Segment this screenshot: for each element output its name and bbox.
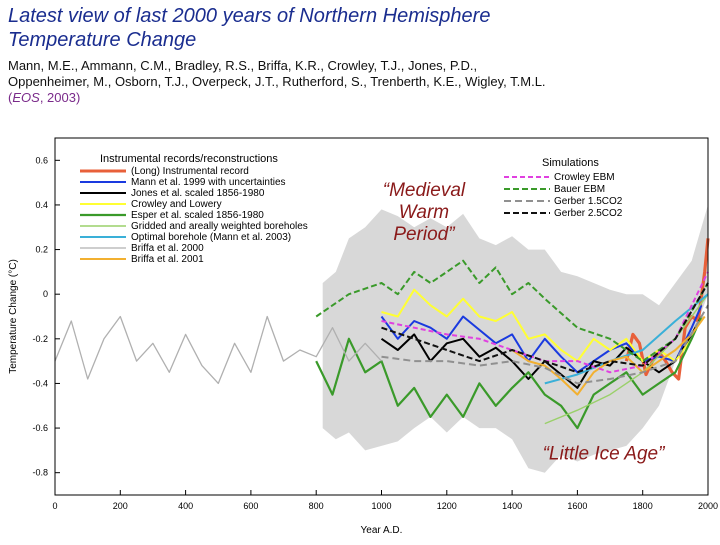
y-tick-label: -0.4 — [32, 378, 48, 388]
series-line-10 — [315, 259, 709, 363]
y-tick-label: 0.2 — [35, 245, 48, 255]
series-line-12 — [381, 282, 709, 374]
chart-svg: 0 200 400 600 800 1000 1200 1400 1600 1800 2000 -0.… — [8, 137, 718, 536]
legend-left-label-6: Optimal borehole (Mann et al. 2003) — [131, 232, 291, 243]
source-journal: EOS — [12, 90, 40, 105]
x-tick-label: 1200 — [437, 501, 457, 511]
title-line-2: Temperature Change — [8, 29, 197, 51]
series-line-11 — [381, 304, 709, 385]
source-close: , 2003) — [39, 90, 81, 105]
axes-layer: 0 200 400 600 800 1000 1200 1400 1600 1800 2000 -0.… — [8, 137, 718, 536]
x-tick-label: 2000 — [698, 501, 718, 511]
legend-right-label-3: Gerber 2.5CO2 — [554, 208, 623, 219]
slide-title: Latest view of last 2000 years of Northe… — [8, 4, 708, 52]
authors-line-2: Oppenheimer, M., Osborn, T.J., Overpeck,… — [8, 74, 546, 89]
y-tick-label: -0.8 — [32, 468, 48, 478]
x-tick-label: 600 — [243, 501, 258, 511]
annotation-medieval-2: Period” — [393, 224, 456, 245]
x-tick-label: 1400 — [502, 501, 522, 511]
x-tick-label: 1600 — [567, 501, 587, 511]
legend-left-label-8: Briffa et al. 2001 — [131, 254, 204, 265]
legend-left-label-4: Esper et al. scaled 1856-1980 — [131, 210, 264, 221]
legend-left-label-1: Mann et al. 1999 with uncertainties — [131, 177, 286, 188]
x-tick-label: 800 — [309, 501, 324, 511]
legend-right-title: Simulations — [542, 157, 599, 169]
legend-left-label-7: Briffa et al. 2000 — [131, 243, 204, 254]
y-tick-label: 0.4 — [35, 200, 48, 210]
series-line-3 — [381, 288, 693, 363]
temperature-chart: 0 200 400 600 800 1000 1200 1400 1600 1800 2000 -0.… — [0, 130, 720, 540]
y-tick-label: -0.2 — [32, 334, 48, 344]
series-layer — [54, 238, 710, 430]
y-tick-label: 0 — [43, 289, 48, 299]
annotation-medieval-1: Warm — [399, 202, 449, 223]
y-tick-label: -0.6 — [32, 423, 48, 433]
legend-left-label-0: (Long) Instrumental record — [131, 166, 249, 177]
series-line-6 — [544, 293, 709, 385]
legend-left-label-2: Jones et al. scaled 1856-1980 — [131, 188, 265, 199]
legend-left-title: Instrumental records/reconstructions — [100, 153, 278, 165]
x-tick-label: 1000 — [371, 501, 391, 511]
annotation-lia-0: “Little Ice Age” — [543, 443, 666, 464]
title-line-1: Latest view of last 2000 years of Northe… — [8, 5, 491, 27]
citation: Mann, M.E., Ammann, C.M., Bradley, R.S.,… — [8, 58, 713, 106]
legend-layer: Instrumental records/reconstructions(Lon… — [80, 153, 623, 265]
x-tick-label: 0 — [52, 501, 57, 511]
x-tick-label: 200 — [113, 501, 128, 511]
series-line-7 — [54, 315, 382, 385]
legend-right-label-0: Crowley EBM — [554, 172, 615, 183]
legend-left-label-5: Gridded and areally weighted boreholes — [131, 221, 308, 232]
x-axis-label: Year A.D. — [361, 525, 403, 536]
source-line: (EOS, 2003) — [8, 90, 713, 106]
x-tick-label: 1800 — [633, 501, 653, 511]
legend-right-label-1: Bauer EBM — [554, 184, 605, 195]
y-axis-label: Temperature Change (°C) — [8, 259, 19, 374]
series-line-1 — [380, 304, 703, 374]
source-open: ( — [8, 90, 13, 105]
legend-right-label-2: Gerber 1.5CO2 — [554, 196, 623, 207]
annotation-medieval-0: “Medieval — [383, 180, 466, 201]
x-tick-label: 400 — [178, 501, 193, 511]
legend-left-label-3: Crowley and Lowery — [131, 199, 222, 210]
series-line-8 — [511, 315, 706, 396]
y-tick-label: 0.6 — [35, 155, 48, 165]
authors-line-1: Mann, M.E., Ammann, C.M., Bradley, R.S.,… — [8, 58, 478, 73]
